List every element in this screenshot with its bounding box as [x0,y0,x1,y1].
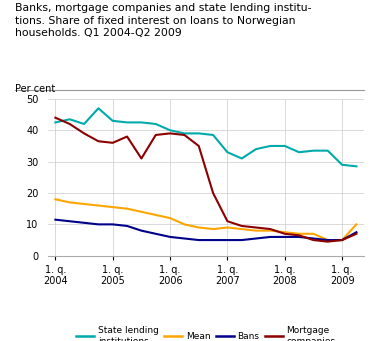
Text: Banks, mortgage companies and state lending institu-
tions. Share of fixed inter: Banks, mortgage companies and state lend… [15,3,311,38]
Legend: State lending
institutions, Mean, Bans, Mortgage
companies: State lending institutions, Mean, Bans, … [76,326,336,341]
Text: Per cent: Per cent [15,84,55,94]
